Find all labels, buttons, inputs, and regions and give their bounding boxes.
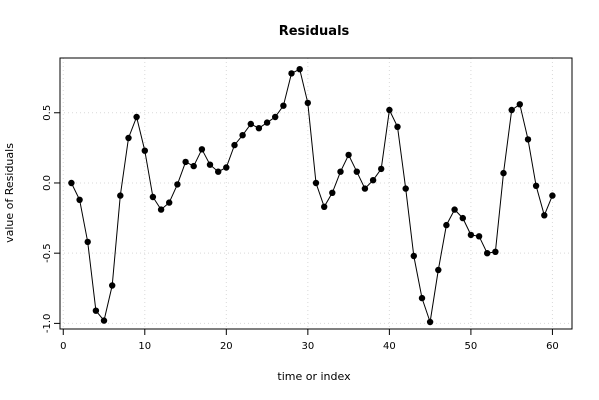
y-tick-label: 0.5 [42,105,53,121]
data-point [68,179,75,187]
y-tick-label: 0.0 [42,175,53,191]
data-point [353,168,360,175]
data-point [418,294,426,302]
y-axis-label: value of Residuals [3,143,16,243]
data-point [361,185,369,192]
data-point [426,318,434,326]
data-point [231,141,238,149]
data-point [141,147,148,154]
x-axis: 0 10 20 30 40 50 60 [60,329,559,352]
plot-frame [59,57,573,330]
x-tick-label: 60 [546,341,559,352]
data-point [157,206,165,213]
x-axis-label: time or index [277,370,351,383]
data-point [174,181,181,188]
x-tick-label: 50 [465,341,478,352]
data-point [247,120,254,128]
x-tick-label: 30 [301,341,314,352]
data-point [92,307,100,314]
data-point [451,206,458,213]
data-point [524,136,532,143]
data-point [288,70,295,77]
data-point [337,168,344,175]
data-point [263,119,271,126]
y-tick-label: -0.5 [42,243,53,263]
data-point [190,162,197,170]
data-point [459,214,466,222]
data-point [500,169,507,177]
data-point [475,233,483,240]
data-point [394,123,401,130]
data-point [329,189,336,196]
y-tick-label: -1.0 [42,314,53,334]
data-point [378,165,385,173]
data-point [386,106,393,114]
data-point [198,146,206,153]
data-point [100,317,108,324]
data-point [541,212,548,219]
data-point [467,231,475,239]
x-tick-label: 10 [138,341,151,352]
data-point [109,282,116,289]
data-point [435,266,442,274]
data-point [532,182,540,189]
data-point [369,177,377,184]
data-point [516,101,523,108]
data-point [296,66,303,73]
data-point [166,199,173,206]
data-point [125,134,132,142]
data-point [508,106,515,114]
data-point [410,252,417,260]
data-point [321,203,328,210]
data-point [76,196,83,203]
data-point [255,125,263,132]
data-point [304,99,311,107]
chart-title: Residuals [279,24,350,39]
data-point [117,192,124,199]
data-point [345,151,352,159]
data-point [549,192,556,199]
data-point [492,248,499,255]
data-point [239,132,246,139]
data-point [133,113,140,121]
y-axis: -1.0 -0.5 0.0 0.5 [42,105,60,333]
data-point [206,161,214,168]
data-point [280,102,287,109]
x-tick-label: 40 [383,341,396,352]
x-tick-label: 0 [60,341,66,352]
data-point [149,193,157,201]
data-point [443,221,450,229]
data-point [272,113,279,121]
data-point [484,250,491,257]
data-point [84,238,91,246]
series-residuals [68,66,556,326]
x-tick-label: 20 [220,341,233,352]
data-point [182,158,189,166]
data-point [402,185,409,192]
data-point [223,164,230,171]
data-point [312,179,320,187]
data-point [215,168,222,175]
